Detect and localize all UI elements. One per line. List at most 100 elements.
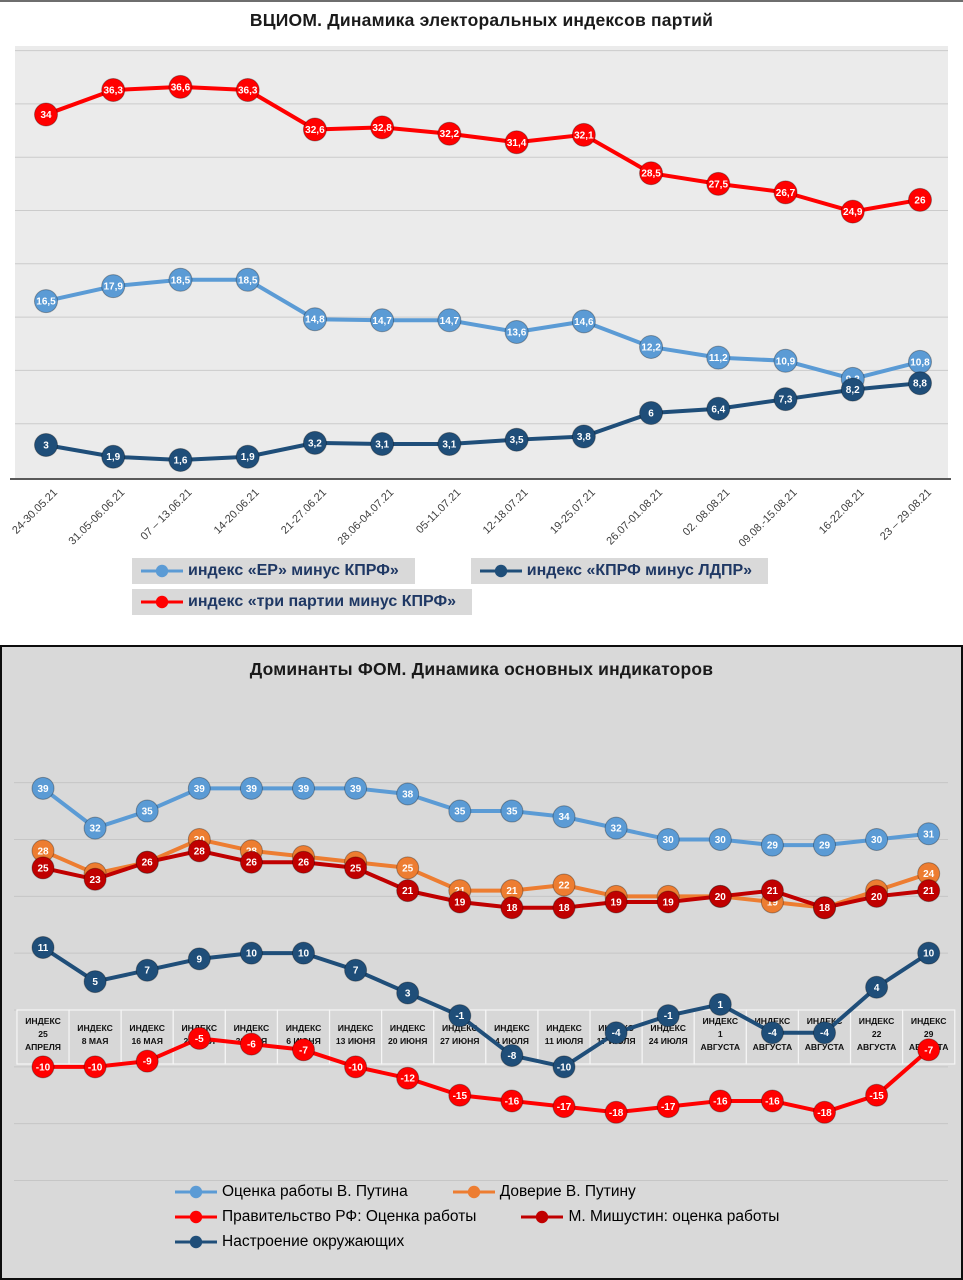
data-point-label: -5 xyxy=(195,1034,204,1045)
x-axis-label: 24-30.05.21 xyxy=(10,487,60,537)
data-point-label: 31 xyxy=(923,829,935,840)
data-point-marker xyxy=(101,444,126,469)
data-point-marker xyxy=(396,782,420,806)
data-point-marker xyxy=(448,1083,472,1107)
data-point-label: -16 xyxy=(505,1096,520,1107)
legend-line-marker-icon xyxy=(141,564,183,578)
data-point-marker xyxy=(708,827,732,851)
data-point-marker xyxy=(773,348,798,373)
data-point-marker xyxy=(83,1055,107,1079)
legend-circle xyxy=(494,564,507,578)
data-point-label: 29 xyxy=(767,841,779,852)
legend-circle xyxy=(189,1235,203,1249)
data-point-label: 39 xyxy=(298,784,310,795)
x-axis-label: 23 – 29.08.21 xyxy=(878,487,934,543)
data-point-label: 32 xyxy=(611,824,623,835)
legend-item: М. Мишустин: оценка работы xyxy=(520,1208,779,1226)
data-point-label: 18 xyxy=(819,903,831,914)
data-point-label: 10 xyxy=(298,949,310,960)
data-point-marker xyxy=(302,307,327,332)
x-axis-box-label: АПРЕЛЯ xyxy=(25,1042,61,1052)
data-point-label: 34 xyxy=(40,110,52,121)
legend-item: Доверие В. Путину xyxy=(452,1183,636,1201)
data-point-marker xyxy=(239,776,263,800)
data-point-label: 38 xyxy=(402,790,414,801)
data-point-label: -10 xyxy=(36,1062,51,1073)
data-point-marker xyxy=(344,958,368,982)
data-point-label: -6 xyxy=(247,1040,256,1051)
x-axis-box-label: ИНДЕКС xyxy=(338,1023,374,1033)
data-point-marker xyxy=(344,1055,368,1079)
data-point-label: -7 xyxy=(924,1045,933,1056)
legend-line-marker-icon xyxy=(175,1235,217,1249)
x-axis-box-label: 24 ИЮЛЯ xyxy=(649,1036,688,1046)
legend-label: индекс «три партии минус КПРФ» xyxy=(188,593,457,610)
data-point-label: 8,2 xyxy=(846,385,860,396)
data-point-label: 35 xyxy=(142,807,154,818)
data-point-label: -15 xyxy=(453,1091,468,1102)
data-point-label: 9 xyxy=(197,954,203,965)
data-point-label: 19 xyxy=(454,898,466,909)
x-axis-label: 21-27.06.21 xyxy=(279,487,329,537)
data-point-label: 1,6 xyxy=(174,455,188,466)
data-point-marker xyxy=(239,850,263,874)
data-point-label: 10,9 xyxy=(776,356,796,367)
legend-line-marker-icon xyxy=(521,1210,564,1224)
data-point-label: 10,8 xyxy=(910,357,930,368)
data-point-label: 22 xyxy=(558,880,570,891)
data-point-label: -18 xyxy=(817,1108,832,1119)
data-point-marker xyxy=(604,816,628,840)
data-point-marker xyxy=(500,1089,524,1113)
data-point-label: 3 xyxy=(43,441,49,452)
data-point-marker xyxy=(656,1095,680,1119)
data-point-marker xyxy=(706,396,731,421)
data-point-marker xyxy=(135,1049,159,1073)
data-point-marker xyxy=(571,122,596,147)
data-point-label: 31,4 xyxy=(507,138,527,149)
data-point-label: 30 xyxy=(715,835,727,846)
data-point-label: -12 xyxy=(400,1074,415,1085)
x-axis-box-label: 22 xyxy=(872,1029,882,1039)
legend-label: М. Мишустин: оценка работы xyxy=(568,1208,780,1225)
x-axis-box-label: 4 ИЮЛЯ xyxy=(495,1036,529,1046)
data-point-marker xyxy=(101,78,126,103)
data-point-marker xyxy=(840,377,865,402)
data-point-marker xyxy=(917,1038,941,1062)
data-point-marker xyxy=(500,896,524,920)
data-point-label: 21 xyxy=(402,886,414,897)
vciom-legend: индекс «ЕР» минус КПРФ» индекс «КПРФ мину… xyxy=(132,558,832,615)
data-point-label: 16,5 xyxy=(36,297,56,308)
data-point-label: 7 xyxy=(353,966,359,977)
legend-line-marker-icon xyxy=(479,564,522,578)
data-point-label: -15 xyxy=(869,1091,884,1102)
data-point-label: 24,9 xyxy=(843,207,863,218)
data-point-marker xyxy=(865,975,889,999)
data-point-label: 11 xyxy=(38,943,49,954)
x-axis-box xyxy=(849,1009,904,1065)
data-point-label: 27,5 xyxy=(709,179,729,190)
data-point-marker xyxy=(907,187,932,212)
data-point-marker xyxy=(760,1089,784,1113)
legend-item: Правительство РФ: Оценка работы xyxy=(174,1208,476,1226)
data-point-label: 19 xyxy=(663,898,675,909)
data-point-label: 1,9 xyxy=(106,452,120,463)
plot-area xyxy=(15,46,948,479)
data-point-label: 7,3 xyxy=(779,395,793,406)
legend-label: индекс «КПРФ минус ЛДПР» xyxy=(526,562,753,579)
data-point-marker xyxy=(604,1021,628,1045)
x-axis-box-label: 27 ИЮНЯ xyxy=(440,1036,479,1046)
x-axis-box-label: ИНДЕКС xyxy=(234,1023,270,1033)
x-axis-box xyxy=(68,1009,122,1065)
data-point-label: -4 xyxy=(820,1028,829,1039)
data-point-marker xyxy=(504,427,529,452)
data-point-marker xyxy=(34,433,58,458)
data-point-label: 32,8 xyxy=(372,123,392,134)
data-point-label: 36,3 xyxy=(238,86,258,97)
data-point-label: 3,1 xyxy=(375,439,389,450)
x-axis-box-label: ИНДЕКС xyxy=(77,1023,113,1033)
data-point-marker xyxy=(83,816,107,840)
data-point-marker xyxy=(706,171,731,196)
data-point-marker xyxy=(504,320,529,345)
data-point-marker xyxy=(135,799,159,823)
data-point-marker xyxy=(639,334,664,359)
